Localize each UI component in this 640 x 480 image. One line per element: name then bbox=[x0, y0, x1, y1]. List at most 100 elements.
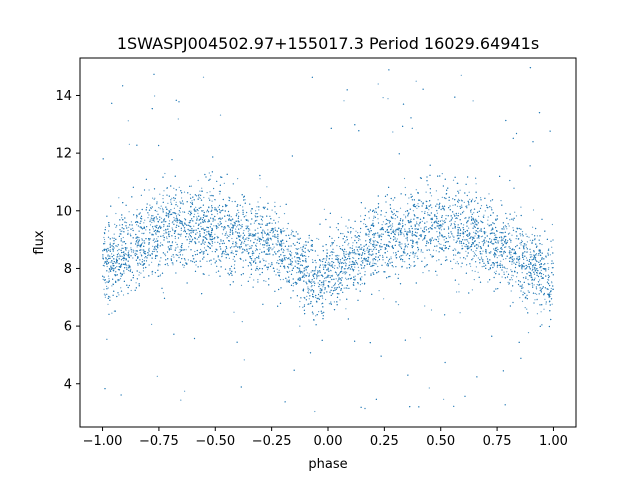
data-point bbox=[493, 264, 495, 266]
data-point bbox=[205, 229, 207, 231]
data-point bbox=[414, 255, 416, 257]
data-point bbox=[358, 270, 360, 272]
data-point bbox=[527, 332, 530, 334]
data-point bbox=[534, 277, 536, 279]
data-point bbox=[503, 228, 505, 230]
data-point bbox=[106, 293, 108, 295]
data-point bbox=[352, 257, 354, 259]
data-point bbox=[373, 217, 375, 219]
data-point bbox=[133, 250, 135, 252]
data-point bbox=[418, 234, 421, 236]
data-point bbox=[160, 217, 163, 219]
data-point bbox=[455, 214, 458, 216]
data-point bbox=[550, 287, 552, 290]
data-point bbox=[290, 261, 292, 263]
data-point bbox=[138, 237, 140, 239]
data-point bbox=[206, 260, 208, 262]
data-point bbox=[427, 212, 429, 214]
data-point bbox=[459, 257, 461, 259]
data-point bbox=[179, 211, 181, 213]
data-point bbox=[465, 250, 467, 252]
data-point bbox=[191, 200, 193, 202]
data-point bbox=[333, 240, 336, 242]
data-point bbox=[202, 210, 204, 212]
data-point bbox=[258, 253, 261, 255]
data-point bbox=[521, 239, 523, 241]
data-point bbox=[454, 227, 456, 229]
data-point bbox=[534, 292, 536, 295]
data-point bbox=[390, 258, 392, 260]
data-point bbox=[312, 281, 314, 283]
data-point bbox=[296, 272, 298, 274]
data-point bbox=[397, 211, 399, 213]
data-point bbox=[166, 237, 168, 240]
data-point bbox=[168, 214, 170, 216]
data-point bbox=[103, 262, 106, 264]
data-point bbox=[249, 276, 251, 278]
data-point bbox=[441, 207, 443, 210]
data-point bbox=[333, 267, 336, 269]
data-point bbox=[496, 251, 498, 253]
data-point bbox=[501, 237, 503, 239]
data-point bbox=[335, 227, 338, 229]
data-point bbox=[318, 238, 320, 240]
data-point bbox=[247, 230, 249, 232]
data-point bbox=[348, 287, 350, 289]
data-point bbox=[306, 291, 309, 293]
data-point bbox=[468, 218, 470, 220]
data-point bbox=[337, 260, 339, 262]
data-point bbox=[436, 222, 438, 224]
data-point bbox=[182, 211, 184, 213]
data-point bbox=[519, 242, 521, 244]
data-point bbox=[311, 259, 314, 261]
data-point bbox=[152, 215, 154, 217]
data-point bbox=[131, 251, 133, 253]
data-point bbox=[474, 235, 476, 237]
data-point bbox=[549, 254, 552, 256]
data-point bbox=[228, 196, 230, 198]
data-point bbox=[477, 244, 479, 246]
data-point bbox=[282, 278, 284, 281]
data-point bbox=[551, 246, 553, 248]
data-point bbox=[213, 225, 215, 227]
data-point bbox=[415, 252, 417, 254]
data-point bbox=[526, 259, 529, 261]
data-point bbox=[436, 231, 438, 233]
data-point bbox=[176, 221, 178, 224]
data-point bbox=[167, 216, 170, 219]
data-point bbox=[344, 261, 346, 263]
data-point bbox=[310, 271, 312, 273]
data-point bbox=[149, 224, 152, 226]
data-point bbox=[478, 246, 480, 248]
data-point bbox=[180, 246, 182, 248]
data-point bbox=[247, 239, 249, 241]
data-point bbox=[303, 244, 305, 246]
data-point bbox=[268, 263, 270, 265]
data-point bbox=[411, 239, 413, 241]
data-point bbox=[151, 273, 153, 275]
data-point bbox=[103, 265, 106, 267]
data-point bbox=[197, 212, 199, 214]
data-point bbox=[468, 227, 470, 229]
data-point bbox=[409, 221, 411, 223]
data-point bbox=[214, 241, 216, 243]
data-point bbox=[334, 287, 336, 289]
data-point bbox=[259, 215, 261, 217]
data-point bbox=[515, 215, 518, 217]
data-point bbox=[459, 312, 461, 314]
data-point bbox=[485, 255, 487, 258]
data-point bbox=[111, 237, 113, 239]
data-point bbox=[172, 229, 174, 231]
data-point bbox=[470, 265, 472, 267]
data-point bbox=[485, 231, 487, 233]
data-point bbox=[226, 234, 228, 236]
data-point bbox=[111, 312, 113, 314]
data-point bbox=[334, 265, 336, 267]
data-point bbox=[527, 279, 529, 281]
data-point bbox=[420, 201, 422, 203]
data-point bbox=[343, 100, 345, 102]
data-point bbox=[550, 263, 553, 265]
data-point bbox=[299, 325, 301, 327]
data-point bbox=[548, 275, 551, 277]
data-point bbox=[364, 250, 366, 252]
